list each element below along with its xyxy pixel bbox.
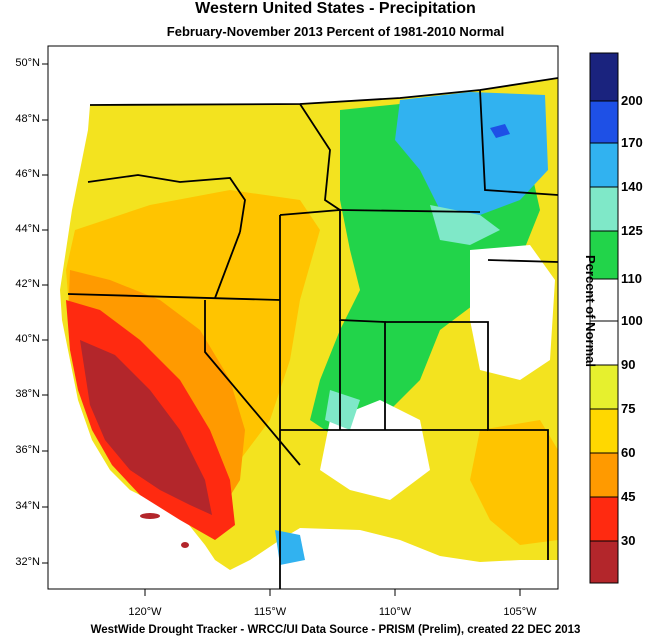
- region-90-110-east: [470, 245, 555, 380]
- map-area: [48, 46, 558, 589]
- colorbar-bin-1: [589, 52, 619, 102]
- region-140-170: [395, 92, 548, 215]
- legend-tick-label: 30: [621, 533, 636, 548]
- lat-label: 48°N: [15, 113, 40, 125]
- colorbar-bin-8: [589, 364, 619, 410]
- lat-ticks: [42, 63, 48, 564]
- legend-tick-label: 75: [621, 401, 636, 416]
- colorbar-bin-10: [589, 452, 619, 498]
- lon-label: 105°W: [503, 606, 537, 618]
- lon-ticks: [144, 589, 521, 596]
- map-title: Western United States - Precipitation: [195, 0, 476, 17]
- map-frame: [47, 45, 559, 590]
- lat-label: 42°N: [15, 278, 40, 290]
- lat-label: 34°N: [15, 500, 40, 512]
- colorbar-bin-5: [589, 230, 619, 280]
- colorbar-bin-11: [589, 496, 619, 542]
- legend-tick-label: 110: [621, 271, 642, 286]
- legend-tick-label: 100: [621, 313, 643, 328]
- lat-label: 40°N: [15, 333, 40, 345]
- region-60-75-nm: [470, 420, 558, 545]
- colorbar-bin-4: [589, 186, 619, 232]
- map-subtitle: February-November 2013 Percent of 1981-2…: [166, 24, 505, 39]
- lat-label: 36°N: [15, 444, 40, 456]
- lon-label: 110°W: [378, 606, 412, 618]
- lat-label: 44°N: [15, 223, 40, 235]
- channel-islands: [140, 513, 160, 519]
- region-under-30: [80, 340, 212, 515]
- lat-label: 50°N: [15, 57, 40, 69]
- region-blue-az: [275, 530, 305, 565]
- colorbar-bin-7: [589, 320, 619, 366]
- region-teal-az: [325, 390, 360, 430]
- legend-tick-label: 90: [621, 357, 636, 372]
- legend-tick-label: 170: [621, 135, 643, 150]
- lat-label: 32°N: [15, 556, 40, 568]
- footer-credit: WestWide Drought Tracker - WRCC/UI Data …: [90, 624, 581, 636]
- state-boundaries: [67, 77, 558, 589]
- region-125-140: [430, 205, 500, 245]
- lat-label: 38°N: [15, 388, 40, 400]
- colorbar: [589, 52, 619, 584]
- legend-tick-label: 125: [621, 223, 643, 238]
- legend-tick-label: 140: [621, 179, 643, 194]
- lon-label: 115°W: [253, 606, 287, 618]
- legend-tick-label: 200: [621, 93, 643, 108]
- colorbar-bin-12: [589, 540, 619, 584]
- lon-label: 120°W: [128, 606, 162, 618]
- region-170-200: [490, 124, 510, 138]
- canada-region: [48, 46, 558, 110]
- legend-tick-label: 45: [621, 489, 636, 504]
- legend-tick-label: 60: [621, 445, 636, 460]
- island-2: [181, 542, 189, 548]
- colorbar-bin-6: [589, 278, 619, 322]
- colorbar-bin-2: [589, 100, 619, 144]
- legend-title: Percent of Normal: [583, 255, 598, 367]
- lat-label: 46°N: [15, 168, 40, 180]
- colorbar-bin-9: [589, 408, 619, 454]
- colorbar-bin-3: [589, 142, 619, 188]
